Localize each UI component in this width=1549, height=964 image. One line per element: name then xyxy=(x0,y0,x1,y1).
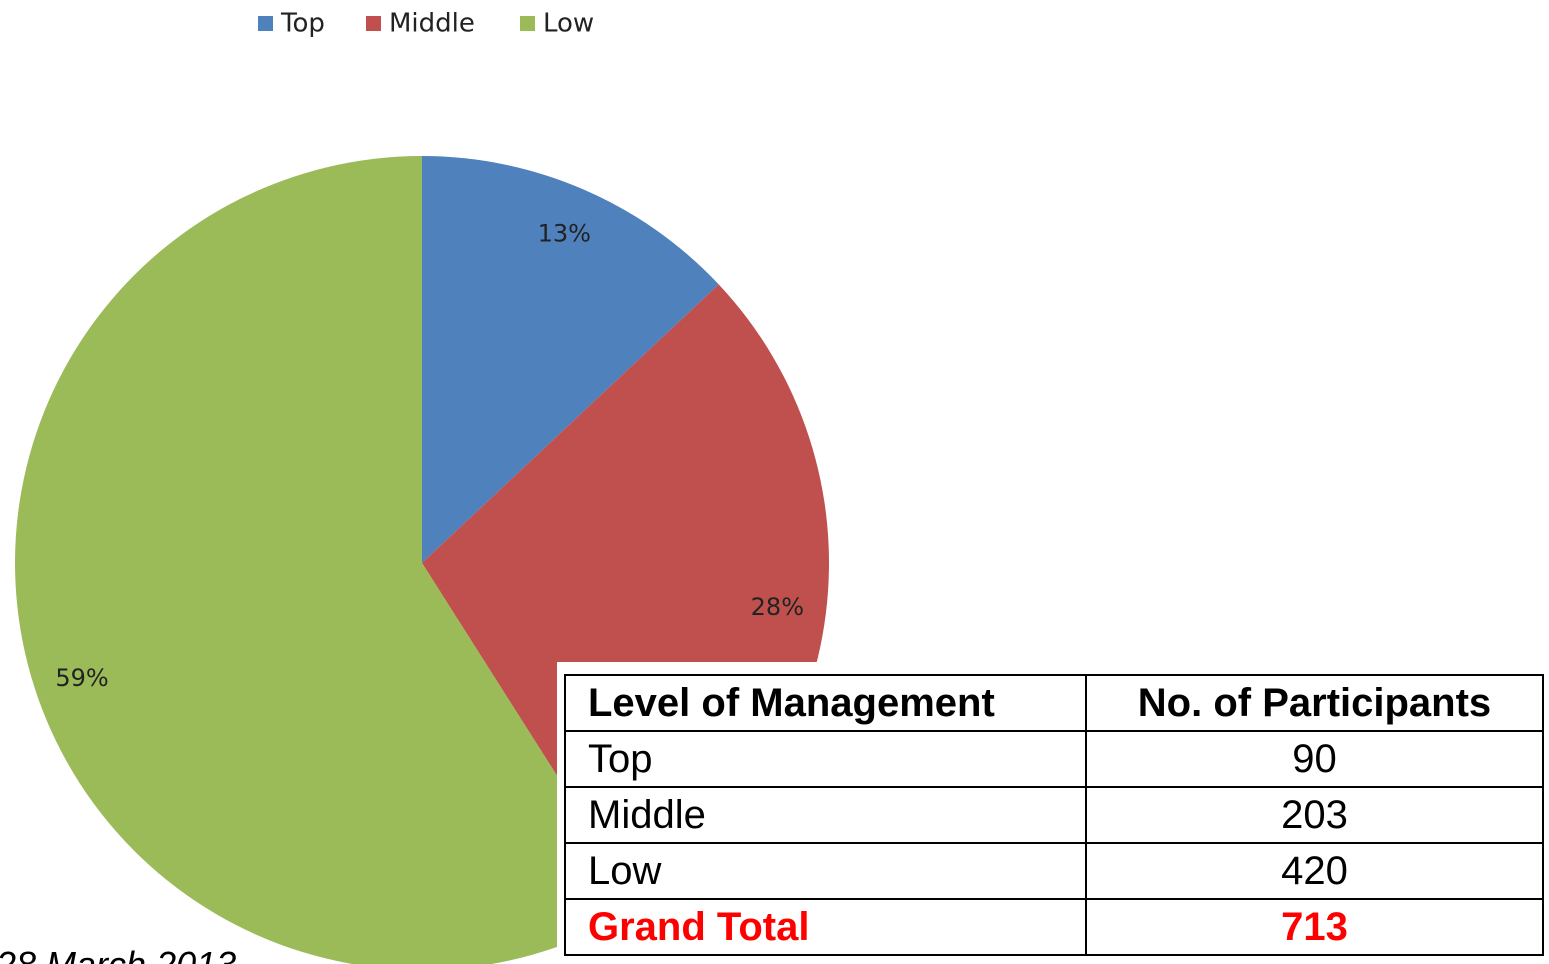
header-cell: Level of Management xyxy=(564,674,1087,732)
pie-slice xyxy=(15,156,641,964)
legend-swatch xyxy=(520,16,535,31)
legend-label: Top xyxy=(280,9,325,39)
cell: 90 xyxy=(1085,730,1544,788)
legend-swatch xyxy=(366,16,381,31)
data-label: 59% xyxy=(55,664,108,692)
legend-label: Middle xyxy=(389,9,475,39)
cell: 420 xyxy=(1085,842,1544,900)
cell: Low xyxy=(564,842,1087,900)
header-row: Level of Management No. of Participants xyxy=(564,674,1544,732)
cell: Middle xyxy=(564,786,1087,844)
row: Low 420 xyxy=(564,842,1544,900)
table: Level of Management No. of Participants … xyxy=(564,674,1544,956)
cell: 203 xyxy=(1085,786,1544,844)
cell: Top xyxy=(564,730,1087,788)
date: 28 March 2013 xyxy=(0,944,236,964)
row: Top 90 xyxy=(564,730,1544,788)
total-row: Grand Total 713 xyxy=(564,898,1544,956)
legend-label: Low xyxy=(543,9,594,39)
cell: Grand Total xyxy=(564,898,1087,956)
header-cell: No. of Participants xyxy=(1085,674,1544,732)
row: Middle 203 xyxy=(564,786,1544,844)
legend-swatch xyxy=(258,16,273,31)
data-label: 28% xyxy=(751,593,804,621)
pie-slice xyxy=(422,156,719,563)
data-label: 13% xyxy=(538,219,591,247)
cell: 713 xyxy=(1085,898,1544,956)
table-box: Level of Management No. of Participants … xyxy=(557,662,1549,964)
